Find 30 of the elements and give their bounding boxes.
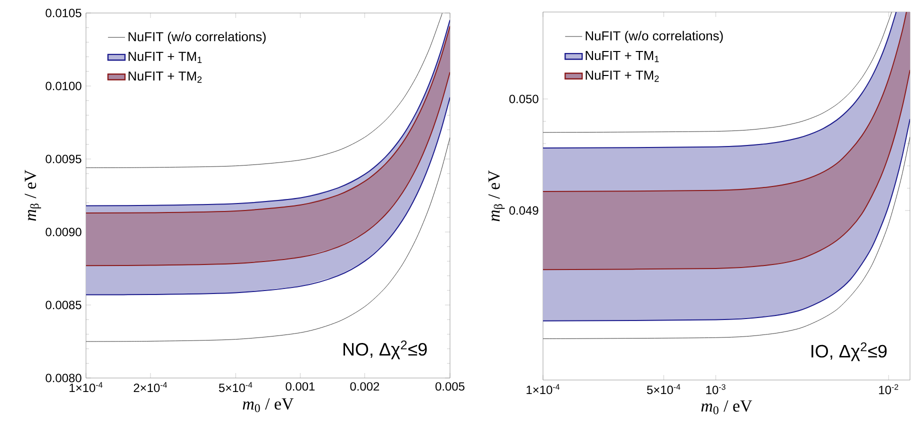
x-tick-label: 0.005 <box>436 382 464 391</box>
legend-label: NuFIT + TM$_{1}$ <box>586 51 659 62</box>
x-tick-label: 1×10$^{-4}$ <box>70 382 103 392</box>
x-tick-label: 1×10$^{-4}$ <box>526 384 560 394</box>
annotation: IO, Δχ$^{2}$≤9 <box>812 342 887 362</box>
x-tick-label: 0.002 <box>350 382 380 391</box>
y-tick-label: 0.0100 <box>46 82 82 90</box>
legend-label: NuFIT + TM$_{1}$ <box>128 52 202 63</box>
y-tick-label: 0.0095 <box>46 154 82 164</box>
x-axis-title: m$_{0}$ / eV <box>701 400 752 414</box>
x-tick-label: 2×10$^{-4}$ <box>134 382 168 392</box>
x-tick-label: 10$^{-2}$ <box>879 384 898 394</box>
x-axis-title: m$_{0}$ / eV <box>242 398 294 412</box>
legend-label: NuFIT (w/o correlations) <box>128 32 266 44</box>
y-tick-label: 0.0105 <box>46 8 82 18</box>
y-axis-title: m$_{β}$ / eV <box>24 170 42 221</box>
y-axis-title: m$_{β}$ / eV <box>488 170 505 222</box>
x-tick-label: 10$^{-3}$ <box>706 384 726 394</box>
y-tick-label: 0.0085 <box>46 300 82 310</box>
annotation: NO, Δχ$^{2}$≤9 <box>344 340 427 360</box>
x-tick-label: 5×10$^{-4}$ <box>218 382 252 392</box>
legend-label: NuFIT + TM$_{2}$ <box>128 72 202 83</box>
x-tick-label: 5×10$^{-4}$ <box>647 384 680 394</box>
y-tick-label: 0.049 <box>509 206 538 215</box>
y-tick-label: 0.0080 <box>46 374 82 382</box>
y-tick-label: 0.0090 <box>46 228 82 236</box>
legend-label: NuFIT + TM$_{2}$ <box>586 70 659 82</box>
x-tick-label: 0.001 <box>286 382 315 391</box>
y-tick-label: 0.050 <box>509 94 538 104</box>
legend-label: NuFIT (w/o correlations) <box>586 30 723 43</box>
